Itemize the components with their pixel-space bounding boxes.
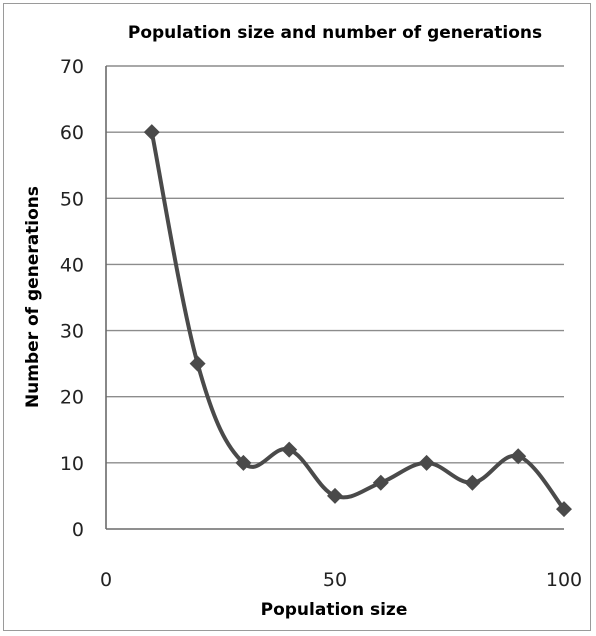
series-line — [149, 130, 566, 512]
x-axis-title: Population size — [261, 600, 408, 620]
data-point-100 — [556, 501, 572, 518]
y-tick-label: 10 — [60, 453, 84, 475]
axes — [105, 66, 564, 530]
data-point-30 — [235, 454, 252, 471]
y-tick-label: 0 — [72, 519, 84, 541]
markers — [143, 124, 572, 518]
gridlines — [106, 65, 564, 464]
data-point-70 — [418, 454, 435, 471]
data-point-40 — [281, 441, 298, 458]
y-tick-label: 20 — [60, 387, 84, 409]
y-tick-label: 70 — [60, 56, 84, 78]
chart-title: Population size and number of generation… — [128, 23, 542, 43]
data-point-80 — [464, 474, 481, 491]
series-layer — [149, 130, 566, 512]
y-tick-label: 40 — [60, 254, 84, 276]
x-tick-label: 0 — [100, 569, 112, 591]
data-point-50 — [327, 487, 343, 504]
x-tick-label: 50 — [323, 569, 347, 591]
y-tick-label: 50 — [60, 188, 84, 210]
y-tick-label: 60 — [60, 122, 84, 144]
y-axis-title: Number of generations — [23, 186, 43, 408]
data-point-60 — [372, 474, 389, 491]
y-tick-labels: 0 10 20 30 40 50 60 70 — [60, 56, 84, 541]
y-tick-label: 30 — [60, 321, 84, 343]
x-tick-label: 100 — [546, 569, 582, 591]
data-point-10 — [143, 124, 160, 141]
chart-frame — [3, 3, 591, 631]
data-point-20 — [189, 355, 206, 372]
x-tick-labels: 0 50 100 — [100, 569, 582, 591]
data-point-90 — [510, 448, 527, 465]
